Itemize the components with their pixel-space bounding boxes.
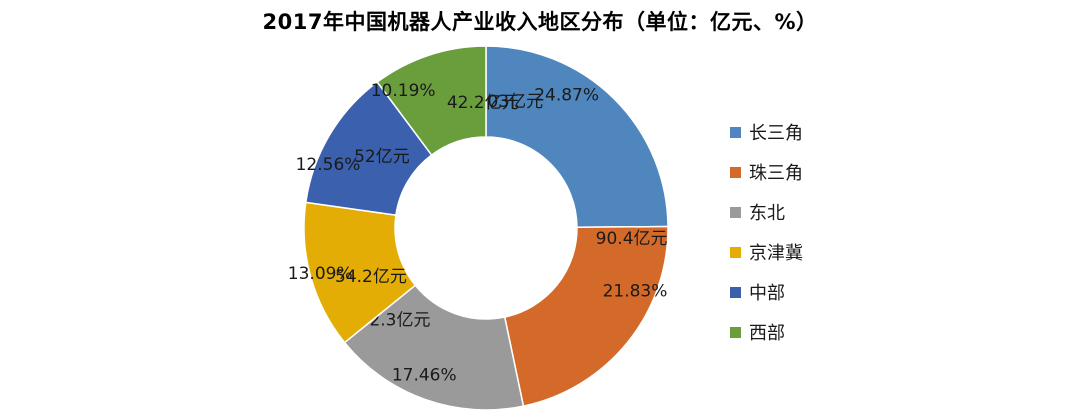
legend-swatch-4 — [730, 246, 741, 258]
legend: 长三角珠三角东北京津冀中部西部 — [730, 112, 803, 352]
percent-label-2: 21.83% — [603, 282, 668, 302]
legend-label-6: 西部 — [749, 323, 785, 344]
legend-label-1: 长三角 — [749, 123, 803, 144]
value-label-2: 90.4亿元 — [596, 229, 668, 249]
legend-item-3: 东北 — [730, 192, 803, 232]
legend-swatch-2 — [730, 166, 741, 178]
value-label-6: 42.2亿元 — [447, 93, 519, 113]
donut-slice-3 — [343, 284, 525, 411]
legend-item-2: 珠三角 — [730, 152, 803, 192]
legend-item-4: 京津冀 — [730, 232, 803, 272]
donut-slice-6 — [376, 45, 487, 157]
chart-title: 2017年中国机器人产业收入地区分布（单位：亿元、%） — [262, 10, 818, 34]
legend-label-2: 珠三角 — [749, 163, 803, 184]
legend-item-1: 长三角 — [730, 112, 803, 152]
value-label-4: 54.2亿元 — [335, 267, 407, 287]
legend-item-5: 中部 — [730, 272, 803, 312]
value-label-1: 103亿元 — [477, 92, 543, 112]
legend-label-3: 东北 — [749, 203, 785, 224]
legend-item-6: 西部 — [730, 312, 803, 352]
legend-swatch-1 — [730, 126, 741, 138]
percent-label-1: 24.87% — [534, 86, 599, 106]
value-label-5: 52亿元 — [354, 147, 410, 167]
percent-label-4: 13.09% — [288, 264, 353, 284]
percent-label-3: 17.46% — [392, 366, 457, 386]
donut-slice-2 — [503, 225, 669, 407]
legend-label-4: 京津冀 — [749, 243, 803, 264]
legend-swatch-5 — [730, 286, 741, 298]
percent-label-5: 12.56% — [296, 155, 361, 175]
legend-label-5: 中部 — [749, 283, 785, 304]
percent-label-6: 10.19% — [371, 81, 436, 101]
legend-swatch-3 — [730, 206, 741, 218]
legend-swatch-6 — [730, 326, 741, 338]
donut-slice-1 — [485, 45, 669, 229]
